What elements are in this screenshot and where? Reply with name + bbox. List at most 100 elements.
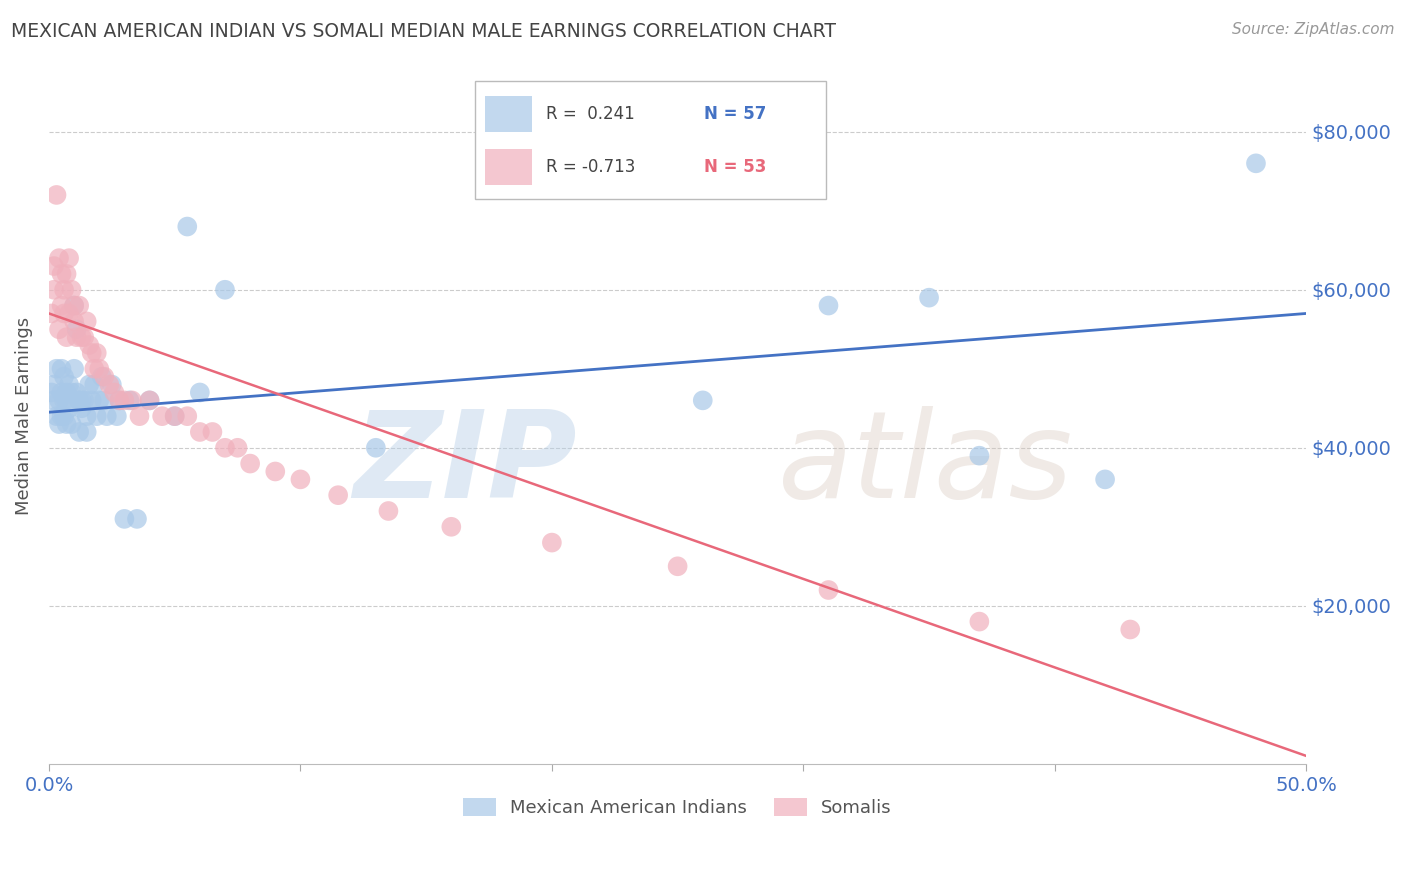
Point	[53, 283, 76, 297]
Point	[214, 441, 236, 455]
Point	[201, 425, 224, 439]
Point	[128, 409, 150, 424]
Point	[969, 615, 991, 629]
Point	[73, 393, 96, 408]
Point	[125, 512, 148, 526]
FancyBboxPatch shape	[475, 81, 825, 200]
Point	[328, 488, 350, 502]
Point	[66, 385, 89, 400]
Point	[121, 393, 143, 408]
Point	[70, 330, 93, 344]
Point	[41, 385, 63, 400]
Text: R = -0.713: R = -0.713	[547, 158, 636, 176]
Point	[53, 306, 76, 320]
Point	[67, 425, 90, 439]
Point	[90, 369, 112, 384]
Point	[692, 393, 714, 408]
Point	[63, 314, 86, 328]
Point	[214, 283, 236, 297]
Point	[58, 306, 80, 320]
Point	[86, 409, 108, 424]
Point	[41, 306, 63, 320]
Point	[93, 393, 115, 408]
Point	[58, 377, 80, 392]
Point	[55, 330, 77, 344]
Point	[53, 409, 76, 424]
Point	[58, 401, 80, 416]
Point	[60, 283, 83, 297]
Point	[817, 299, 839, 313]
Text: atlas: atlas	[778, 407, 1074, 524]
Text: N = 53: N = 53	[704, 158, 766, 176]
Point	[163, 409, 186, 424]
Text: N = 57: N = 57	[704, 105, 766, 123]
Point	[138, 393, 160, 408]
Point	[48, 417, 70, 431]
Point	[48, 393, 70, 408]
Bar	[485, 96, 531, 132]
Point	[188, 425, 211, 439]
Point	[45, 188, 67, 202]
Point	[103, 385, 125, 400]
Point	[264, 465, 287, 479]
Point	[42, 283, 65, 297]
Point	[70, 401, 93, 416]
Point	[150, 409, 173, 424]
Point	[55, 267, 77, 281]
Point	[60, 385, 83, 400]
Point	[63, 299, 86, 313]
Point	[290, 472, 312, 486]
Point	[541, 535, 564, 549]
Point	[105, 409, 128, 424]
Point	[83, 361, 105, 376]
Y-axis label: Median Male Earnings: Median Male Earnings	[15, 318, 32, 516]
Point	[51, 409, 73, 424]
Legend: Mexican American Indians, Somalis: Mexican American Indians, Somalis	[456, 790, 898, 824]
Point	[666, 559, 689, 574]
Bar	[485, 149, 531, 185]
Point	[51, 299, 73, 313]
Point	[377, 504, 399, 518]
Point	[83, 377, 105, 392]
Point	[101, 377, 124, 392]
Point	[55, 417, 77, 431]
Point	[42, 259, 65, 273]
Point	[67, 299, 90, 313]
Point	[76, 409, 98, 424]
Point	[108, 393, 131, 408]
Point	[188, 385, 211, 400]
Text: MEXICAN AMERICAN INDIAN VS SOMALI MEDIAN MALE EARNINGS CORRELATION CHART: MEXICAN AMERICAN INDIAN VS SOMALI MEDIAN…	[11, 22, 837, 41]
Point	[112, 512, 135, 526]
Point	[42, 393, 65, 408]
Point	[77, 377, 100, 392]
Point	[118, 393, 141, 408]
Point	[364, 441, 387, 455]
Point	[226, 441, 249, 455]
Point	[89, 361, 111, 376]
Point	[45, 409, 67, 424]
Point	[969, 449, 991, 463]
Point	[66, 322, 89, 336]
Point	[918, 291, 941, 305]
Point	[817, 582, 839, 597]
Point	[112, 393, 135, 408]
Point	[55, 385, 77, 400]
Text: ZIP: ZIP	[353, 407, 576, 524]
Point	[66, 330, 89, 344]
Point	[440, 520, 463, 534]
Point	[48, 322, 70, 336]
Point	[108, 393, 131, 408]
Point	[76, 314, 98, 328]
Point	[239, 457, 262, 471]
Point	[93, 369, 115, 384]
Point	[1119, 623, 1142, 637]
Point	[63, 299, 86, 313]
Point	[1244, 156, 1267, 170]
Point	[70, 393, 93, 408]
Point	[176, 409, 198, 424]
Text: Source: ZipAtlas.com: Source: ZipAtlas.com	[1232, 22, 1395, 37]
Point	[96, 409, 118, 424]
Point	[176, 219, 198, 234]
Point	[80, 393, 103, 408]
Point	[53, 393, 76, 408]
